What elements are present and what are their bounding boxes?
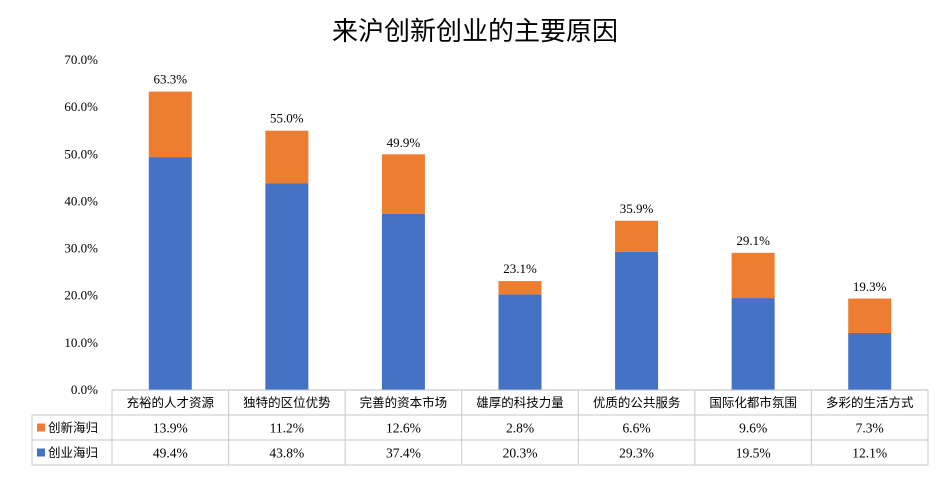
table-cell: 49.4% bbox=[153, 446, 188, 461]
bar-创业海归 bbox=[148, 157, 192, 390]
chart-title: 来沪创新创业的主要原因 bbox=[332, 17, 618, 47]
bar-创新海归 bbox=[731, 252, 775, 299]
total-data-label: 55.0% bbox=[270, 111, 304, 126]
category-label: 国际化都市氛围 bbox=[709, 395, 797, 410]
bar-创业海归 bbox=[848, 332, 892, 390]
bar-创业海归 bbox=[381, 213, 425, 390]
table-cell: 19.5% bbox=[736, 446, 771, 461]
category-label: 充裕的人才资源 bbox=[127, 395, 215, 410]
category-label: 完善的资本市场 bbox=[360, 395, 448, 410]
bar-创业海归 bbox=[498, 294, 542, 390]
table-cell: 2.8% bbox=[506, 421, 534, 436]
bar-创新海归 bbox=[148, 91, 192, 158]
legend-swatch-创新海归 bbox=[37, 423, 45, 432]
table-cell: 9.6% bbox=[739, 421, 767, 436]
total-data-label: 23.1% bbox=[503, 261, 537, 276]
y-tick-label: 70.0% bbox=[64, 52, 98, 67]
bar-创业海归 bbox=[615, 251, 659, 390]
legend-label: 创业海归 bbox=[48, 445, 98, 460]
bar-创新海归 bbox=[381, 154, 425, 214]
total-data-label: 29.1% bbox=[736, 233, 770, 248]
category-label: 独特的区位优势 bbox=[243, 395, 331, 410]
bar-创业海归 bbox=[265, 183, 309, 390]
bar-创新海归 bbox=[615, 220, 659, 252]
y-tick-label: 40.0% bbox=[64, 193, 98, 208]
table-cell: 37.4% bbox=[386, 446, 421, 461]
table-cell: 29.3% bbox=[619, 446, 654, 461]
y-tick-label: 20.0% bbox=[64, 288, 98, 303]
y-tick-label: 60.0% bbox=[64, 99, 98, 114]
bar-创新海归 bbox=[498, 281, 542, 295]
data-table: 充裕的人才资源 独特的区位优势 完善的资本市场 雄厚的科技力量 优质的公共服务 国际化都市… bbox=[31, 389, 929, 466]
legend-swatch-创业海归 bbox=[37, 448, 45, 457]
bar-创业海归 bbox=[731, 298, 775, 390]
category-label: 雄厚的科技力量 bbox=[476, 395, 564, 410]
y-axis: 0.0% 10.0% 20.0% 30.0% 40.0% 50.0% 60.0% 70.0% bbox=[64, 52, 98, 397]
table-cell: 12.1% bbox=[852, 446, 887, 461]
total-data-label: 63.3% bbox=[153, 72, 187, 87]
category-label: 优质的公共服务 bbox=[593, 395, 681, 410]
category-label: 多彩的生活方式 bbox=[826, 395, 914, 410]
table-cell: 11.2% bbox=[270, 421, 304, 436]
total-data-label: 19.3% bbox=[853, 279, 887, 294]
bar-创新海归 bbox=[265, 130, 309, 184]
table-cell: 6.6% bbox=[623, 421, 651, 436]
y-tick-label: 0.0% bbox=[71, 382, 98, 397]
total-data-label: 49.9% bbox=[387, 135, 421, 150]
total-data-label: 35.9% bbox=[620, 201, 654, 216]
y-tick-label: 10.0% bbox=[64, 335, 98, 350]
y-tick-label: 30.0% bbox=[64, 241, 98, 256]
table-cell: 20.3% bbox=[503, 446, 538, 461]
bar-创新海归 bbox=[848, 298, 892, 333]
y-tick-label: 50.0% bbox=[64, 146, 98, 161]
table-cell: 43.8% bbox=[269, 446, 304, 461]
bars: 63.3% 55.0% 49.9% 23.1% 35.9% 29.1% 19.3% bbox=[148, 72, 892, 390]
legend-label: 创新海归 bbox=[48, 420, 98, 435]
table-cell: 13.9% bbox=[153, 421, 188, 436]
table-cell: 7.3% bbox=[856, 421, 884, 436]
table-cell: 12.6% bbox=[386, 421, 421, 436]
